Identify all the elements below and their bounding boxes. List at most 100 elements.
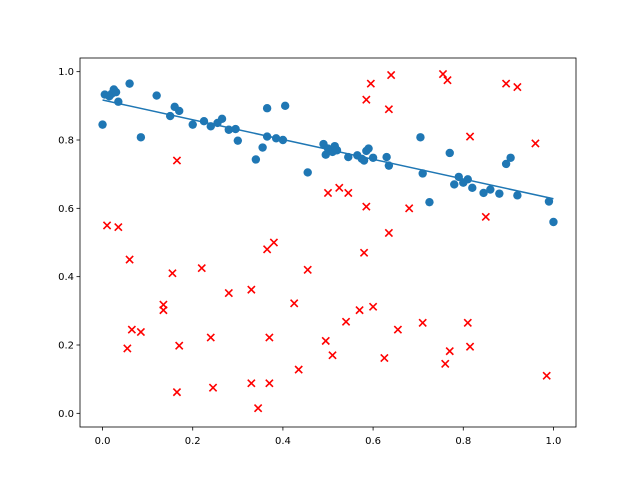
- x-point: [380, 353, 389, 363]
- x-tick-label: 0.4: [275, 436, 291, 447]
- x-point: [368, 302, 378, 311]
- circle-point: [136, 133, 146, 142]
- series-b-layer: [102, 69, 551, 413]
- x-point: [247, 285, 256, 294]
- x-point: [303, 265, 312, 274]
- x-tick-label: 0.2: [185, 436, 201, 447]
- x-point: [123, 344, 132, 353]
- circle-point: [549, 217, 558, 227]
- x-point: [323, 188, 333, 198]
- x-point: [359, 248, 369, 257]
- x-point: [443, 76, 452, 85]
- x-point: [175, 341, 184, 350]
- y-tick-label: 0.2: [58, 341, 74, 352]
- x-point: [501, 79, 511, 88]
- x-point: [197, 263, 206, 273]
- y-tick-label: 0.8: [58, 136, 74, 147]
- x-tick-label: 0.6: [365, 436, 381, 447]
- circle-point: [368, 153, 378, 162]
- circle-point: [188, 120, 197, 129]
- circle-point: [233, 136, 243, 145]
- x-point: [253, 404, 263, 413]
- x-point: [441, 359, 450, 368]
- x-point: [247, 379, 256, 388]
- x-point: [321, 336, 330, 346]
- x-point: [328, 351, 337, 360]
- circle-point: [468, 183, 477, 193]
- x-point: [265, 333, 274, 342]
- plot-frame: [79, 57, 577, 428]
- circle-point: [303, 168, 312, 177]
- x-point: [481, 212, 490, 222]
- x-point: [542, 371, 551, 380]
- circle-point: [111, 87, 121, 97]
- circle-point: [280, 101, 290, 111]
- x-point: [465, 342, 475, 351]
- circle-point: [416, 133, 425, 142]
- x-tick-label: 0.8: [455, 436, 471, 447]
- circle-point: [501, 159, 511, 169]
- x-point: [355, 305, 364, 315]
- x-point: [366, 79, 376, 88]
- x-point: [344, 188, 353, 198]
- y-tick-label: 0.4: [58, 272, 74, 283]
- x-point: [208, 383, 218, 392]
- x-tick-label: 0.0: [95, 436, 111, 447]
- x-point: [102, 221, 112, 230]
- plot-area: [80, 58, 576, 427]
- x-point: [463, 318, 472, 327]
- circle-point: [364, 144, 373, 153]
- circle-point: [382, 152, 391, 162]
- series-a-layer: [98, 79, 558, 227]
- x-point: [531, 139, 540, 148]
- x-point: [136, 327, 146, 337]
- circle-point: [506, 153, 515, 162]
- circle-point: [152, 91, 161, 100]
- x-point: [172, 387, 182, 397]
- x-point: [335, 183, 344, 192]
- circle-point: [418, 169, 427, 178]
- x-point: [438, 69, 448, 79]
- y-tick-label: 0.6: [58, 204, 74, 215]
- circle-point: [98, 120, 107, 129]
- circle-point: [262, 104, 272, 113]
- x-point: [513, 82, 522, 92]
- x-point: [224, 288, 233, 298]
- x-point: [445, 346, 454, 356]
- fit-line: [102, 99, 554, 200]
- x-axis-ticks: 0.0 0.2 0.4 0.6 0.8 1.0: [95, 427, 562, 447]
- x-point: [168, 269, 177, 278]
- x-point: [386, 70, 396, 80]
- circle-point: [425, 197, 434, 207]
- x-point: [362, 202, 371, 211]
- circle-point: [445, 148, 454, 158]
- circle-point: [544, 197, 554, 206]
- circle-point: [513, 191, 522, 200]
- circle-point: [479, 188, 488, 198]
- x-point: [384, 105, 394, 114]
- x-tick-label: 1.0: [546, 436, 562, 447]
- circle-point: [495, 189, 504, 198]
- x-point: [114, 222, 123, 232]
- x-point: [265, 379, 274, 388]
- x-point: [404, 204, 414, 213]
- x-point: [172, 156, 182, 165]
- x-point: [384, 228, 394, 238]
- x-point: [269, 238, 279, 247]
- x-point: [418, 318, 427, 327]
- x-point: [159, 305, 168, 315]
- x-point: [262, 245, 272, 254]
- circle-point: [258, 143, 267, 152]
- circle-point: [450, 180, 459, 189]
- x-point: [294, 365, 303, 374]
- x-point: [341, 317, 351, 326]
- circle-point: [251, 155, 261, 164]
- x-point: [393, 325, 403, 334]
- circle-point: [486, 185, 495, 194]
- circle-point: [125, 79, 134, 88]
- circle-point: [217, 114, 227, 124]
- x-point: [127, 325, 137, 334]
- x-point: [125, 255, 134, 264]
- x-point: [362, 95, 371, 104]
